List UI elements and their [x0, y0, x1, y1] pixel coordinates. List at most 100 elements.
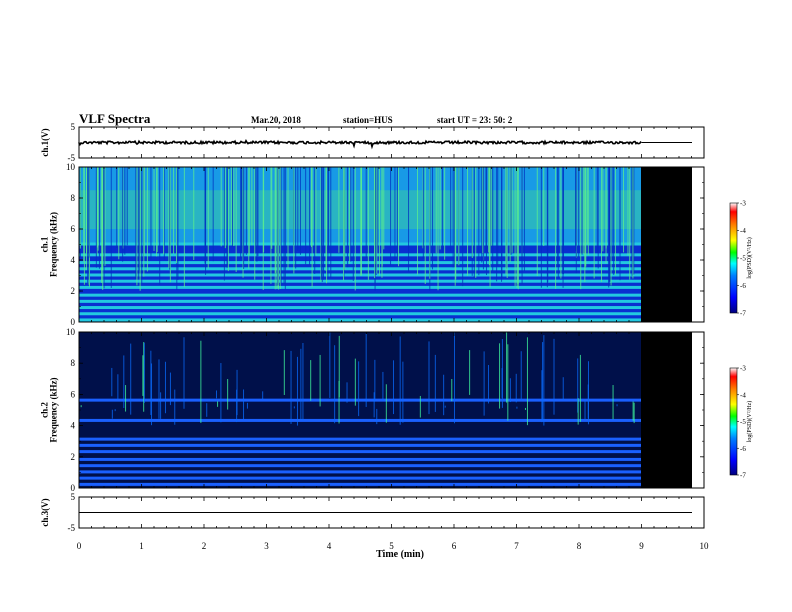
sferic-streak [207, 167, 209, 269]
sferic-streak [277, 167, 279, 286]
sferic-streak [520, 351, 522, 401]
frequency-band [79, 476, 642, 480]
sferic-streak [631, 167, 633, 257]
sferic-streak [575, 167, 577, 252]
sferic-streak [482, 167, 484, 270]
sferic-streak [235, 167, 237, 273]
colorbar-tick-label: -6 [740, 445, 746, 453]
sferic-streak [543, 335, 545, 426]
sferic-streak [443, 374, 445, 416]
sferic-streak [605, 167, 607, 249]
sferic-streak [139, 167, 141, 291]
sferic-streak [587, 167, 589, 256]
x-tick-label: 0 [77, 541, 82, 551]
sferic-streak [150, 350, 152, 415]
sferic-streak [488, 167, 490, 253]
sferic-streak [88, 167, 90, 258]
frequency-band [79, 464, 642, 468]
sferic-streak [240, 167, 242, 251]
sferic-streak [492, 167, 494, 271]
sferic-streak [114, 409, 116, 412]
sferic-streak [245, 167, 247, 255]
sferic-streak [627, 167, 629, 256]
sferic-streak [437, 167, 439, 291]
sferic-streak [246, 402, 248, 409]
sferic-streak [483, 351, 485, 416]
sferic-streak [338, 335, 340, 398]
sferic-streak [338, 380, 340, 424]
sferic-streak [373, 392, 375, 418]
sferic-streak [295, 167, 297, 269]
sferic-streak [444, 167, 446, 260]
sferic-streak [419, 395, 421, 418]
sferic-streak [323, 167, 325, 280]
sferic-streak [158, 359, 160, 419]
sferic-streak [254, 167, 256, 280]
sferic-streak [428, 341, 430, 415]
sferic-streak [96, 167, 98, 256]
sferic-streak [205, 167, 207, 275]
sferic-streak [193, 167, 195, 260]
sferic-streak [151, 363, 153, 426]
sferic-streak [243, 167, 245, 269]
sferic-streak [593, 167, 595, 279]
sferic-streak [102, 167, 104, 290]
sferic-streak [326, 167, 328, 284]
ch1-waveform-panel: 5 -5 ch.1(V) [40, 122, 705, 163]
sferic-streak [330, 167, 332, 278]
sferic-streak [204, 167, 206, 264]
frequency-band [79, 253, 642, 257]
sferic-streak [123, 355, 125, 409]
sferic-streak [402, 361, 404, 423]
sferic-streak [183, 167, 185, 288]
sferic-streak [200, 340, 202, 423]
sferic-streak [101, 167, 103, 283]
sferic-streak [475, 167, 477, 278]
x-tick-label: 8 [577, 541, 582, 551]
sferic-streak [255, 167, 257, 254]
sferic-streak [87, 167, 89, 283]
sferic-streak [310, 167, 312, 248]
sferic-streak [557, 167, 559, 279]
colorbar-tick-label: -4 [740, 227, 746, 235]
frequency-band [79, 279, 642, 283]
sferic-streak [422, 167, 424, 259]
sferic-streak [536, 167, 538, 277]
x-tick-label: 3 [264, 541, 269, 551]
sferic-streak [350, 167, 352, 262]
figure-title: VLF Spectra [79, 111, 151, 126]
no-data-region [641, 332, 692, 488]
y-tick-label: 0 [71, 317, 76, 327]
sferic-streak [143, 342, 145, 412]
sferic-streak [111, 409, 113, 419]
sferic-streak [284, 167, 286, 290]
sferic-streak [399, 336, 401, 425]
sferic-streak [542, 342, 544, 420]
sferic-streak [374, 359, 376, 402]
sferic-streak [83, 167, 85, 285]
sferic-streak [248, 167, 250, 269]
sferic-streak [125, 385, 127, 412]
sferic-streak [517, 167, 519, 290]
frequency-band [79, 470, 642, 474]
sferic-streak [314, 167, 316, 274]
figure-date: Mar.20, 2018 [251, 115, 301, 125]
sferic-streak [280, 167, 282, 286]
y-tick-label: 2 [71, 452, 76, 462]
y-tick-label: 0 [71, 483, 76, 493]
sferic-streak [346, 382, 348, 403]
sferic-streak [581, 167, 583, 255]
sferic-streak [486, 167, 488, 276]
sferic-streak [510, 167, 512, 255]
frequency-band [79, 261, 642, 265]
sferic-streak [293, 167, 295, 274]
y-tick-label: 4 [71, 421, 76, 431]
sferic-streak [394, 167, 396, 260]
sferic-streak [579, 354, 581, 422]
sferic-streak [499, 343, 501, 409]
sferic-streak [111, 367, 113, 397]
sferic-streak [146, 167, 148, 272]
sferic-streak [270, 167, 272, 284]
sferic-streak [608, 167, 610, 258]
